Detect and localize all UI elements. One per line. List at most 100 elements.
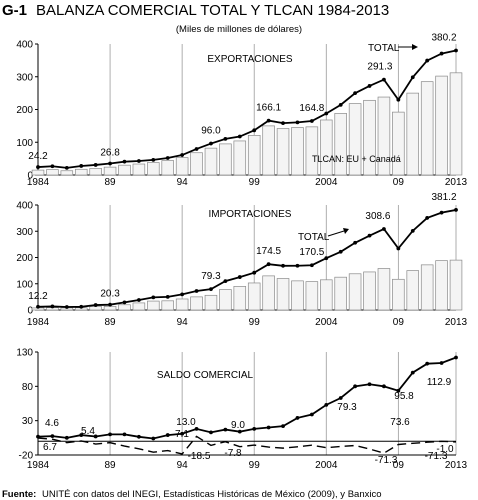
- bar: [406, 92, 420, 176]
- y-tick-label: 0: [27, 306, 33, 317]
- data-label: 79.3: [201, 271, 221, 282]
- bar: [406, 270, 420, 311]
- bar: [363, 99, 376, 176]
- data-point: [108, 161, 112, 166]
- bar: [262, 125, 275, 176]
- panel-title: SALDO COMERCIAL: [157, 370, 254, 381]
- source-text: UNITÉ con datos del INEGI, Estadísticas …: [42, 489, 382, 500]
- data-point: [93, 434, 98, 439]
- y-tick-label: 200: [16, 253, 33, 264]
- bar: [392, 278, 405, 311]
- data-point: [382, 384, 386, 389]
- balance-panel: -20 30 80 130 1984 89 94 99 2004 09 2013 SALDO COME…: [16, 348, 467, 472]
- data-point: [151, 157, 156, 162]
- bar: [291, 127, 304, 176]
- data-point: [295, 120, 300, 125]
- x-tick-label: 1984: [27, 317, 50, 328]
- y-tick-label: 0: [27, 171, 33, 182]
- source-label: Fuente:: [2, 489, 36, 500]
- bar: [420, 81, 434, 176]
- bar: [233, 140, 247, 176]
- x-tick-label: 89: [105, 460, 117, 471]
- y-tick-label: 100: [16, 138, 33, 149]
- bar: [305, 126, 319, 176]
- bar: [89, 168, 102, 176]
- data-point: [194, 147, 199, 151]
- bar: [363, 271, 376, 311]
- data-point: [281, 424, 285, 429]
- bar: [46, 169, 59, 176]
- x-tick-label: 89: [105, 177, 117, 188]
- bar: [392, 111, 405, 176]
- data-point: [396, 246, 401, 251]
- data-point: [439, 51, 444, 56]
- bar: [305, 281, 319, 311]
- bar: [233, 286, 247, 311]
- bar: [175, 157, 189, 176]
- data-label: 4.6: [45, 418, 59, 429]
- data-point: [309, 263, 314, 268]
- data-point: [425, 58, 430, 63]
- data-point: [136, 159, 141, 163]
- data-point: [209, 287, 213, 292]
- y-tick-label: 80: [22, 382, 34, 393]
- bar: [132, 163, 146, 176]
- total-arrowhead: [343, 228, 349, 234]
- data-point: [151, 295, 156, 300]
- data-point: [324, 402, 329, 407]
- data-point: [194, 289, 199, 293]
- total-annotation: TOTAL: [368, 43, 400, 54]
- figure-number: G-1: [2, 2, 27, 19]
- bar: [161, 160, 174, 176]
- bar: [276, 278, 290, 311]
- bar: [74, 168, 88, 176]
- bar: [190, 152, 203, 176]
- data-point: [324, 111, 329, 116]
- data-point: [338, 396, 343, 400]
- data-point: [122, 432, 127, 437]
- data-label: 112.9: [427, 377, 452, 388]
- bar: [320, 279, 333, 311]
- data-point: [252, 128, 257, 133]
- data-label: -1.0: [436, 444, 454, 455]
- bar: [320, 119, 333, 176]
- bar: [377, 268, 391, 311]
- x-tick-label: 09: [393, 317, 405, 328]
- data-label: 291.3: [367, 62, 392, 73]
- data-label: -71.3: [425, 451, 448, 462]
- y-tick-label: 200: [16, 105, 33, 116]
- y-tick-label: -20: [19, 451, 34, 462]
- bar: [348, 103, 362, 176]
- data-label: 12.2: [28, 291, 48, 302]
- bar: [132, 302, 146, 311]
- x-tick-label: 2004: [315, 177, 338, 188]
- series-line: [37, 49, 457, 169]
- data-point: [180, 292, 185, 297]
- data-point: [281, 121, 285, 126]
- bar: [204, 147, 218, 176]
- data-label: 308.6: [365, 211, 390, 222]
- data-point: [454, 208, 458, 212]
- bar: [147, 300, 160, 311]
- bar: [219, 289, 232, 311]
- bar: [60, 170, 74, 176]
- data-label: 5.4: [81, 426, 95, 437]
- data-point: [439, 361, 444, 365]
- data-point: [425, 361, 430, 366]
- x-tick-label: 99: [249, 177, 261, 188]
- data-point: [50, 164, 55, 169]
- total-arrowhead: [412, 44, 418, 50]
- data-point: [410, 75, 415, 80]
- data-label: 381.2: [431, 192, 456, 203]
- data-point: [64, 435, 69, 440]
- tlcan-note: TLCAN: EU + Canadá: [312, 154, 401, 164]
- data-point: [454, 48, 458, 53]
- x-tick-label: 2013: [445, 317, 468, 328]
- y-tick-label: 300: [16, 72, 33, 83]
- data-point: [309, 119, 314, 123]
- panel-title: IMPORTACIONES: [209, 209, 292, 220]
- data-point: [382, 77, 386, 82]
- data-point: [410, 370, 415, 375]
- data-point: [439, 210, 444, 215]
- data-point: [425, 216, 430, 220]
